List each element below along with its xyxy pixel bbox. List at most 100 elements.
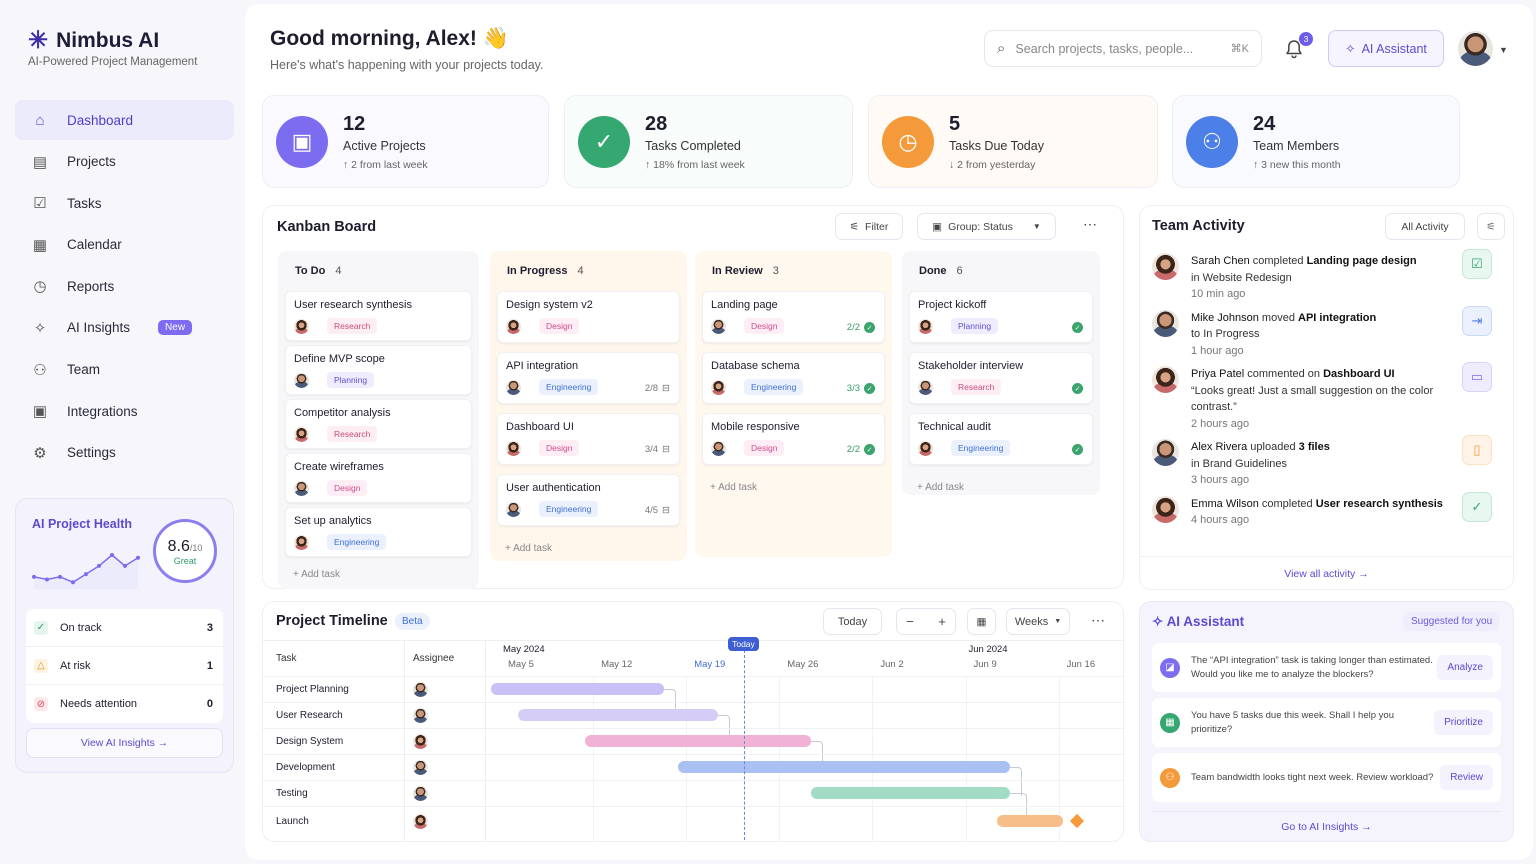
activity-item[interactable]: Mike Johnson moved API integration to In … [1152,305,1502,360]
task-card[interactable]: Mobile responsive Design 2/2 ✓ [702,413,885,465]
go-to-ai-insights-link[interactable]: Go to AI Insights → [1152,811,1501,841]
task-card[interactable]: Stakeholder interview Research ✓ [909,352,1093,404]
suggestion-icon: ▦ [1160,712,1180,733]
task-tag: Research [327,318,378,334]
zoom-in-button[interactable]: + [938,614,946,629]
check-circle-icon: ✓ [1072,322,1083,333]
activity-filter-select[interactable]: All Activity [1385,213,1465,240]
filter-icon[interactable]: ⚟ [1477,213,1505,240]
activity-object[interactable]: 3 files [1298,441,1330,453]
calendar-icon[interactable]: ▦ [967,608,996,635]
task-card[interactable]: Create wireframes Design [285,453,472,503]
week-label: Jun 2 [880,659,904,670]
sidebar-item-settings[interactable]: ⚙ Settings [15,433,234,473]
sidebar-item-ai-insights[interactable]: ✧ AI Insights New [15,308,234,348]
task-card[interactable]: Dashboard UI Design 3/4 ⊟ [497,413,680,465]
kanban-column-in-review: In Review 3 Landing page Design 2/2 ✓ Database… [695,251,892,557]
activity-type-icon: ☑ [1462,249,1492,279]
add-task-button[interactable]: + Add task [505,543,552,554]
activity-detail: in Brand Guidelines [1191,457,1288,470]
filter-button[interactable]: ⚟ Filter [835,213,903,240]
task-card[interactable]: Design system v2 Design [497,291,680,343]
gantt-bar[interactable] [677,761,1011,773]
gantt-bar[interactable] [518,709,718,721]
new-badge: New [158,320,193,336]
status-label: At risk [60,659,91,672]
view-ai-insights-button[interactable]: View AI Insights → [26,728,223,758]
stat-card-tasks-completed[interactable]: ✓ 28 Tasks Completed ↑ 18% from last week [564,95,853,188]
sidebar-item-projects[interactable]: ▤ Projects [15,142,234,182]
sidebar-item-dashboard[interactable]: ⌂ Dashboard [15,100,234,140]
add-task-button[interactable]: + Add task [710,482,757,493]
activity-item[interactable]: Sarah Chen completed Landing page design… [1152,249,1502,303]
activity-object[interactable]: Dashboard UI [1323,368,1395,380]
health-status-on-track[interactable]: ✓ On track 3 [26,609,223,647]
suggestion-action-button[interactable]: Review [1440,765,1493,790]
sidebar-item-calendar[interactable]: ▦ Calendar [15,225,234,265]
suggestion-action-button[interactable]: Analyze [1437,655,1493,680]
task-card[interactable]: Technical audit Engineering ✓ [909,413,1093,465]
search-input[interactable]: ⌕ Search projects, tasks, people... ⌘K [984,30,1262,67]
stat-card-active-projects[interactable]: ▣ 12 Active Projects ↑ 2 from last week [262,95,549,188]
activity-item[interactable]: Priya Patel commented on Dashboard UI “Lo… [1152,362,1502,432]
activity-item[interactable]: Emma Wilson completed User research synt… [1152,491,1502,529]
assignee-avatar [711,318,726,334]
task-card[interactable]: Database schema Engineering 3/3 ✓ [702,352,885,404]
column-name: Done [919,265,947,277]
gantt-bar[interactable] [810,787,1011,799]
user-avatar [1152,366,1179,393]
task-card[interactable]: Project kickoff Planning ✓ [909,291,1093,343]
task-card[interactable]: Landing page Design 2/2 ✓ [702,291,885,343]
task-card[interactable]: API integration Engineering 2/8 ⊟ [497,352,680,404]
stat-value: 28 [645,112,668,135]
task-progress: 2/8 ⊟ [645,383,670,394]
stat-card-team-members[interactable]: ⚇ 24 Team Members ↑ 3 new this month [1172,95,1460,188]
zoom-out-button[interactable]: − [906,614,914,629]
sidebar-item-tasks[interactable]: ☑ Tasks [15,183,234,223]
scale-select[interactable]: Weeks ▼ [1006,608,1070,635]
activity-user: Sarah Chen [1191,255,1250,267]
activity-item[interactable]: Alex Rivera uploaded 3 files in Brand Gui… [1152,435,1502,489]
sidebar-item-integrations[interactable]: ▣ Integrations [15,391,234,431]
add-task-button[interactable]: + Add task [293,569,340,580]
ai-assistant-button[interactable]: ✧ AI Assistant [1328,30,1444,67]
sidebar-item-reports[interactable]: ◷ Reports [15,266,234,306]
more-options-icon[interactable]: ⋯ [1083,216,1097,232]
task-tag: Planning [327,372,375,388]
stat-card-tasks-due-today[interactable]: ◷ 5 Tasks Due Today ↓ 2 from yesterday [868,95,1158,188]
task-card[interactable]: User research synthesis Research [285,291,472,341]
logo[interactable]: ✳ Nimbus AI [28,26,159,55]
health-status-at-risk[interactable]: △ At risk 1 [26,647,223,685]
user-menu[interactable]: ▼ [1458,31,1508,66]
today-button[interactable]: Today [823,608,882,635]
health-status-needs-attention[interactable]: ⊘ Needs attention 0 [26,685,223,723]
suggestion-action-button[interactable]: Prioritize [1434,710,1493,735]
kanban-column-to-do: To Do 4 User research synthesis Research Def… [278,251,479,589]
gantt-bar[interactable] [996,815,1064,827]
activity-object[interactable]: API integration [1298,311,1377,324]
assignee-avatar [711,379,726,395]
group-by-select[interactable]: ▣ Group: Status ▼ [917,213,1056,240]
activity-object[interactable]: User research synthesis [1315,497,1443,510]
check-circle-icon: ✓ [864,322,875,333]
calendar-icon: ▦ [32,236,48,254]
task-card[interactable]: Competitor analysis Research [285,399,472,449]
sidebar-item-team[interactable]: ⚇ Team [15,350,234,390]
gantt-bar[interactable] [491,683,665,695]
bell-icon[interactable] [1285,39,1303,59]
gantt-bar[interactable] [584,735,811,747]
group-label: Group: Status [948,220,1013,233]
sidebar-item-label: Settings [67,445,116,461]
view-all-activity-link[interactable]: View all activity → [1139,556,1514,590]
add-task-button[interactable]: + Add task [917,482,964,493]
task-card[interactable]: Define MVP scope Planning [285,345,472,395]
column-name: In Progress [507,265,568,277]
task-card[interactable]: Set up analytics Engineering [285,507,472,557]
today-marker: Today [728,637,759,651]
subtask-count: 2/2 [846,322,860,333]
kanban-title: Kanban Board [277,219,377,235]
activity-object[interactable]: Landing page design [1306,255,1417,267]
timeline-task-name: Design System [276,736,344,747]
more-options-icon[interactable]: ⋯ [1091,612,1105,628]
task-card[interactable]: User authentication Engineering 4/5 ⊟ [497,474,680,526]
